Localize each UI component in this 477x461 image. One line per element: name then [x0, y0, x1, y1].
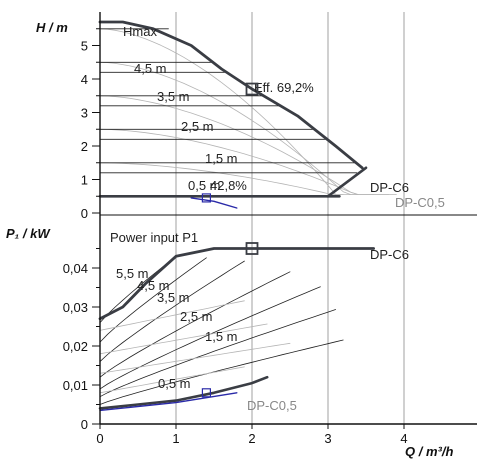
top-efficiency-low-label: 42,8% — [210, 178, 247, 193]
top-level-2-5-label: 2,5 m — [181, 119, 214, 134]
power-family-curve — [99, 260, 245, 362]
marker-layer — [201, 82, 259, 398]
bottom-y-tick-label: 0,02 — [63, 339, 88, 354]
top-y-tick-label: 0 — [81, 206, 88, 221]
top-dp-c6-label: DP-C6 — [370, 180, 409, 195]
grey-family-curve — [99, 28, 344, 195]
operating-point-marker — [245, 82, 259, 96]
power-family-curve — [99, 271, 291, 378]
bottom-y-tick-label: 0,04 — [63, 261, 88, 276]
top-level-1-5-label: 1,5 m — [205, 151, 238, 166]
top-level-4-5-label: 4,5 m — [134, 61, 167, 76]
bottom-level-5-5-label: 5,5 m — [116, 266, 149, 281]
bottom-dp-c0-5-label: DP-C0,5 — [247, 398, 297, 413]
grey-power-curve — [99, 366, 245, 394]
low-operating-point-marker — [201, 193, 211, 203]
x-tick-label: 1 — [172, 431, 179, 446]
bottom-dp-c6-label: DP-C6 — [370, 247, 409, 262]
bottom-level-4-5-label: 4,5 m — [137, 278, 170, 293]
grey-power-curve — [99, 300, 245, 331]
low-power-point-marker — [201, 388, 211, 398]
power-family-curve — [99, 309, 336, 398]
top-y-tick-label: 1 — [81, 173, 88, 188]
low-power-curve — [99, 392, 238, 412]
bottom-y-axis-label: P₁ / kW — [6, 226, 51, 241]
grid-lines — [175, 12, 405, 424]
bottom-level-2-5-label: 2,5 m — [180, 309, 213, 324]
x-tick-label: 3 — [324, 431, 331, 446]
power-family-curve — [99, 339, 344, 405]
top-y-tick-label: 4 — [81, 72, 88, 87]
top-y-axis-label: H / m — [36, 20, 68, 35]
x-tick-label: 2 — [248, 431, 255, 446]
grey-family-curve — [99, 162, 397, 195]
low-efficiency-curve — [190, 197, 238, 209]
top-level-0-5-label: 0,5 m — [188, 178, 221, 193]
grey-power-curve — [99, 323, 268, 355]
bottom-level-0-5-label: 0,5 m — [158, 376, 191, 391]
top-y-tick-label: 3 — [81, 106, 88, 121]
axes-layer — [92, 12, 477, 429]
x-axis-label: Q / m³/h — [405, 444, 453, 459]
bottom-level-1-5-label: 1,5 m — [205, 329, 238, 344]
dp-c0-5-power-curve — [98, 375, 269, 410]
x-tick-label: 0 — [96, 431, 103, 446]
top-hmax-label: Hmax — [123, 24, 157, 39]
dp-c6-curve — [98, 20, 364, 170]
tick-labels: 0 1 2 3 4 5 0 0,01 0,02 0,03 0,04 0 1 2 3 4 — [63, 39, 408, 447]
bottom-level-3-5-label: 3,5 m — [157, 290, 190, 305]
curve-layer — [98, 20, 397, 412]
grey-family-curve — [99, 61, 359, 195]
closing-edge-curve — [326, 166, 368, 198]
top-y-tick-label: 5 — [81, 39, 88, 54]
x-tick-label: 4 — [400, 431, 407, 446]
grey-family-curve — [99, 95, 374, 195]
bottom-power-input-label: Power input P1 — [110, 230, 198, 245]
bottom-y-tick-label: 0 — [81, 417, 88, 432]
top-dp-c0-5-label: DP-C0,5 — [395, 195, 445, 210]
power-family-curve — [99, 257, 207, 343]
grey-power-curve — [99, 342, 291, 374]
bottom-y-tick-label: 0,03 — [63, 300, 88, 315]
top-efficiency-label: Eff. 69,2% — [254, 80, 314, 95]
dp-c6-power-curve — [98, 247, 375, 321]
bottom-y-tick-label: 0,01 — [63, 378, 88, 393]
top-level-3-5-label: 3,5 m — [157, 89, 190, 104]
top-y-tick-label: 2 — [81, 139, 88, 154]
power-point-marker — [245, 242, 259, 255]
label-layer: H / m Hmax 4,5 m 3,5 m 2,5 m 1,5 m 0,5 m… — [6, 20, 453, 459]
